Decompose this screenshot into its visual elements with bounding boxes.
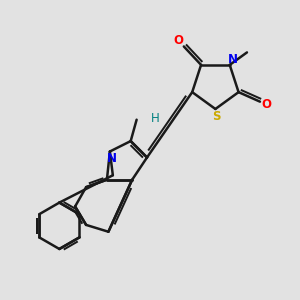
Text: S: S [212,110,220,123]
Text: N: N [228,53,238,66]
Text: O: O [173,34,184,47]
Text: O: O [262,98,272,111]
Text: N: N [107,152,117,164]
Text: H: H [151,112,160,125]
